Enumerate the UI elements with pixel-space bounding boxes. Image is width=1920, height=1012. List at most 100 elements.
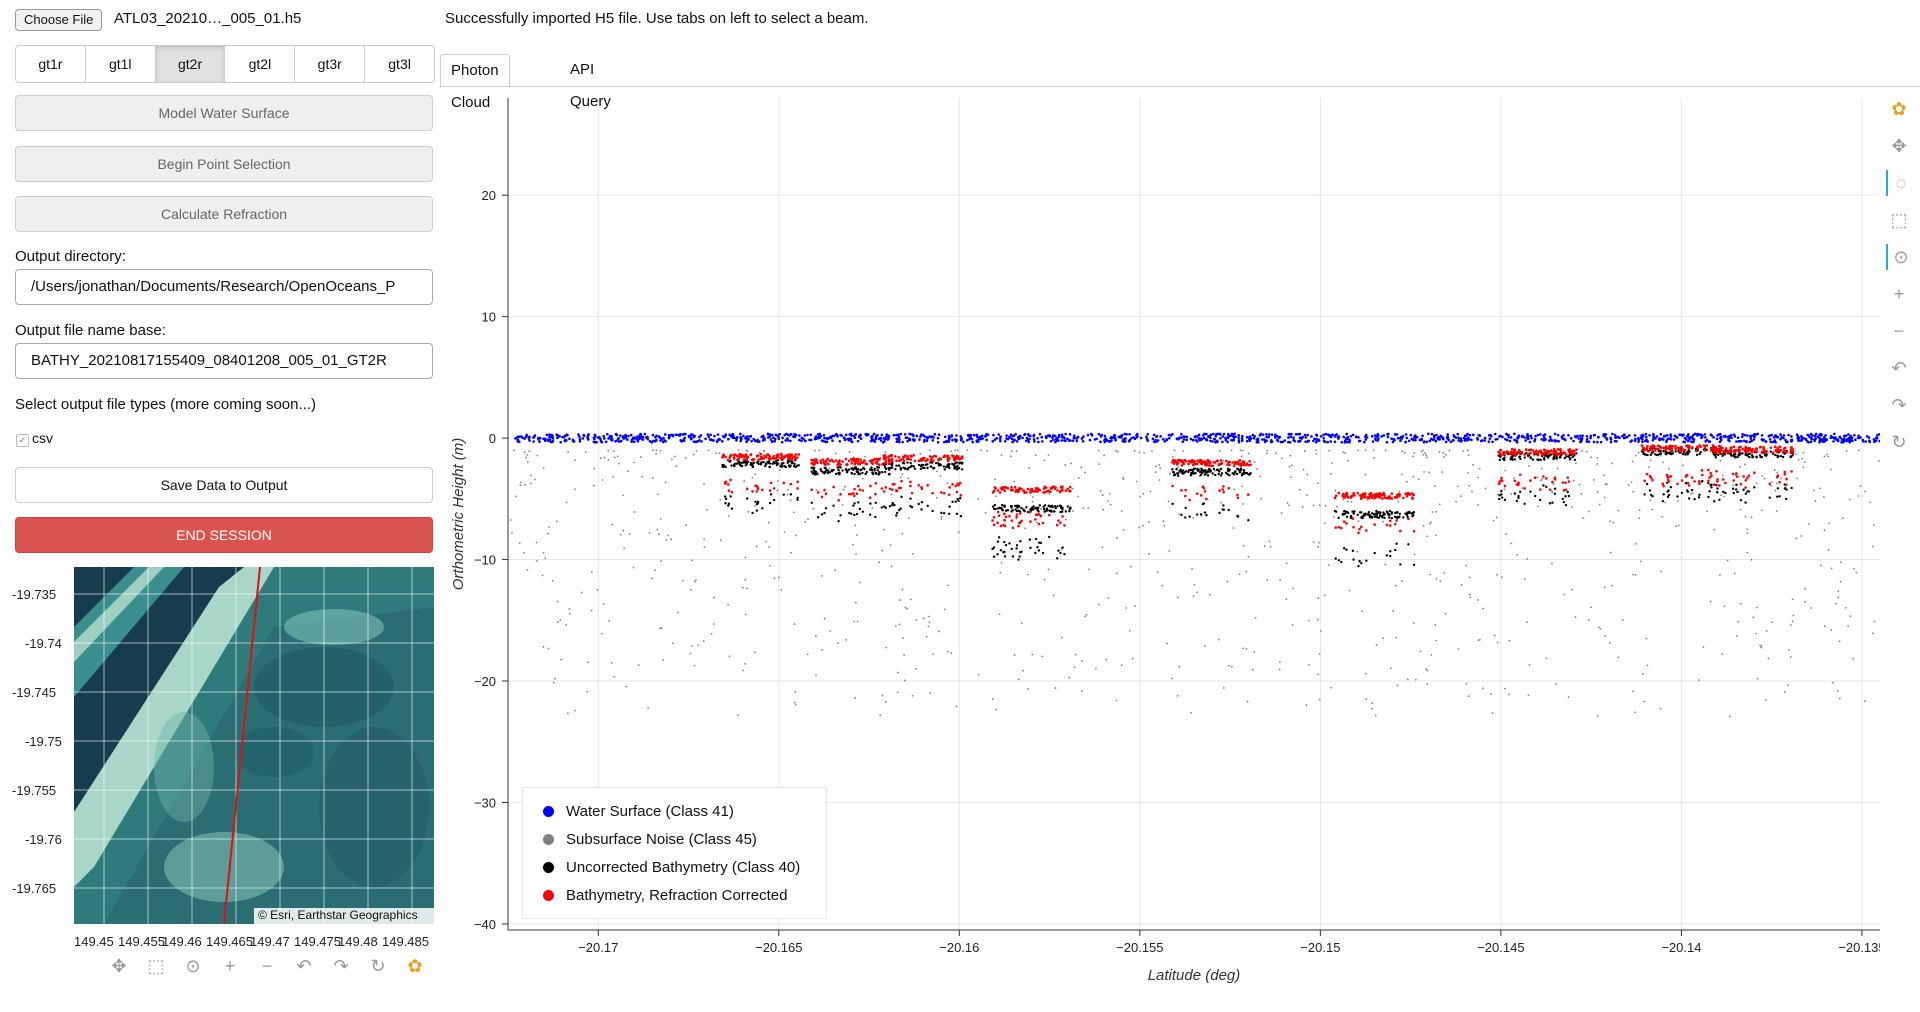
model-water-surface-button[interactable]: Model Water Surface [15,95,433,131]
corrected-bathymetry-photon [1064,489,1068,493]
noise-photon [1324,504,1327,507]
noise-photon [718,452,721,455]
zoom-in-icon[interactable]: + [1893,283,1905,304]
beam-tab-gt1r[interactable]: gt1r [16,46,86,82]
water-surface-photon [1041,440,1044,443]
wheel-zoom-icon[interactable]: ⊙ [1886,244,1914,270]
corrected-bathymetry-photon [1556,448,1560,451]
water-surface-photon [933,432,937,436]
noise-photon [1823,529,1826,532]
bathymetry-photon [992,546,996,549]
pan-icon[interactable]: ✥ [111,955,127,976]
bathymetry-photon [1551,501,1554,504]
corrected-bathymetry-photon [1709,471,1712,475]
legend-item[interactable]: Uncorrected Bathymetry (Class 40) [543,859,800,876]
noise-photon [1508,639,1511,642]
wheel-zoom-icon[interactable]: ⊙ [185,955,201,976]
water-surface-photon [1627,434,1631,437]
beam-tab-gt1l[interactable]: gt1l [85,46,156,82]
bathymetry-photon [1721,454,1724,457]
corrected-bathymetry-photon [1207,461,1210,464]
water-surface-photon [1800,438,1804,442]
noise-photon [1632,490,1635,493]
water-surface-photon [1226,436,1230,440]
tab-api-query[interactable]: API Query [570,61,611,110]
water-surface-photon [911,438,915,441]
water-surface-photon [1797,439,1800,442]
noise-photon [1373,457,1375,459]
end-session-button[interactable]: END SESSION [15,517,433,553]
noise-photon [1167,500,1170,503]
redo-icon[interactable]: ↷ [1891,394,1907,415]
redo-icon[interactable]: ↷ [333,955,349,976]
box-zoom-icon[interactable]: ⬚ [1890,209,1908,230]
zoom-out-icon[interactable]: − [1893,320,1905,341]
undo-icon[interactable]: ↶ [296,955,312,976]
noise-photon [889,544,892,546]
water-surface-photon [954,440,958,443]
water-surface-photon [864,432,868,436]
reset-icon[interactable]: ↻ [370,955,386,976]
output-directory-input[interactable]: /Users/jonathan/Documents/Research/OpenO… [15,269,433,305]
legend-item[interactable]: Bathymetry, Refraction Corrected [543,887,787,904]
bathymetry-photon [1396,516,1399,520]
water-surface-photon [1151,437,1155,441]
bokeh-logo-icon[interactable]: ✿ [1891,98,1907,119]
bathymetry-photon [745,462,749,465]
noise-photon [999,571,1002,574]
pan-icon[interactable]: ✥ [1891,135,1907,156]
bathymetry-photon [1201,468,1204,472]
bathymetry-photon [1038,504,1042,507]
corrected-bathymetry-photon [1711,444,1715,447]
undo-icon[interactable]: ↶ [1891,357,1907,378]
zoom-out-icon[interactable]: − [261,955,273,976]
box-zoom-icon[interactable]: ⬚ [147,955,165,976]
water-surface-photon [947,440,951,443]
noise-photon [1317,597,1320,599]
corrected-bathymetry-photon [945,455,948,458]
map-grid [74,567,434,924]
bathymetry-photon [877,473,881,476]
bathymetry-photon [1517,496,1520,500]
noise-photon [1125,607,1128,609]
begin-point-selection-button[interactable]: Begin Point Selection [15,146,433,182]
lasso-select-icon[interactable]: ◌ [1886,170,1914,196]
bathymetry-photon [1003,550,1006,554]
beam-tab-gt2l[interactable]: gt2l [225,46,296,82]
tab-photon-cloud[interactable]: Photon Cloud [440,54,510,111]
noise-photon [1791,620,1794,623]
bathymetry-photon [1051,505,1054,509]
satellite-map[interactable]: © Esri, Earthstar Geographics [74,567,434,924]
beam-tab-gt2r[interactable]: gt2r [155,46,226,82]
water-surface-photon [718,438,722,441]
corrected-bathymetry-photon [1015,515,1018,519]
water-surface-photon [1026,433,1030,436]
csv-checkbox[interactable]: ✓ [16,434,29,447]
water-surface-photon [1727,438,1730,442]
save-data-button[interactable]: Save Data to Output [15,467,433,503]
calculate-refraction-button[interactable]: Calculate Refraction [15,196,433,232]
beam-tab-gt3r[interactable]: gt3r [295,46,366,82]
water-surface-photon [1068,433,1072,436]
noise-photon [1422,449,1424,452]
noise-photon [1247,452,1250,455]
output-name-input[interactable]: BATHY_20210817155409_08401208_005_01_GT2… [15,343,433,379]
water-surface-photon [1032,438,1036,441]
legend-item[interactable]: Water Surface (Class 41) [543,803,734,820]
corrected-bathymetry-photon [813,462,816,466]
corrected-bathymetry-photon [1742,475,1745,478]
zoom-in-icon[interactable]: + [224,955,236,976]
bokeh-logo-icon[interactable]: ✿ [407,955,423,976]
bathymetry-photon [1498,497,1501,501]
corrected-bathymetry-photon [942,491,946,495]
noise-photon [852,456,855,459]
legend-item[interactable]: Subsurface Noise (Class 45) [543,831,757,848]
reset-icon[interactable]: ↻ [1891,431,1907,452]
water-surface-photon [1548,439,1551,442]
choose-file-button[interactable]: Choose File [15,9,103,31]
noise-photon [693,664,696,667]
beam-tab-gt3l[interactable]: gt3l [365,46,434,82]
bathymetry-photon [768,465,771,469]
noise-photon [903,654,906,656]
noise-photon [1649,499,1652,502]
